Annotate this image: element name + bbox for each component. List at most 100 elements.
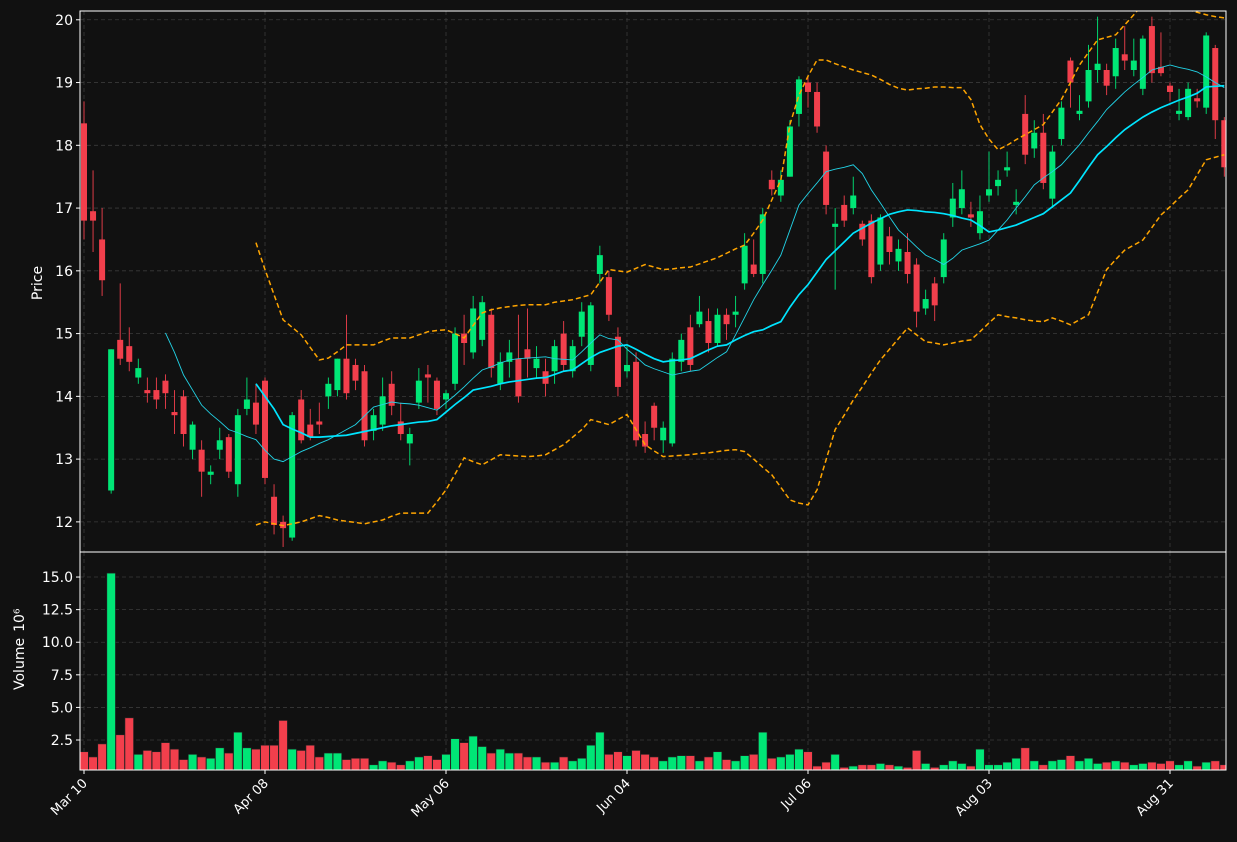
volume-bar (712, 751, 723, 770)
candle-body (488, 314, 495, 369)
candle-body (1194, 98, 1201, 102)
indicator-line (255, 153, 1225, 527)
candle-body (370, 415, 377, 431)
candle-body (1130, 60, 1137, 70)
candle-body (786, 126, 793, 177)
volume-bar (378, 760, 388, 770)
indicator-line (255, 84, 1225, 438)
volume-bar (368, 764, 379, 770)
volume-bar (649, 756, 659, 770)
volume-bar (414, 756, 424, 770)
y-tick-label: 15 (55, 327, 73, 343)
candle-body (1094, 63, 1101, 70)
candle-body (723, 314, 730, 325)
volume-bar (884, 764, 895, 770)
y-tick-label: 12 (55, 515, 73, 531)
volume-bar (215, 747, 225, 770)
candle-body (90, 211, 97, 221)
candle-body (741, 245, 748, 284)
volume-bar (939, 764, 949, 770)
volume-bar (468, 735, 478, 770)
volume-bar (206, 757, 216, 770)
candle-body (180, 396, 187, 435)
y-tick-label: 5.0 (51, 700, 73, 716)
candle-body (904, 252, 911, 274)
volume-bar (169, 748, 180, 770)
candle-body (696, 311, 703, 325)
candle-body (587, 305, 594, 365)
candle-body (714, 314, 721, 344)
volume-bar (812, 765, 822, 770)
candle-body (624, 364, 630, 372)
candle-body (1112, 48, 1119, 77)
volume-bar (251, 748, 261, 770)
volume-bar (178, 759, 189, 770)
candle-body (108, 349, 115, 491)
candle-body (859, 223, 866, 240)
y-tick-label: 17 (55, 201, 73, 217)
candle-body (406, 434, 413, 444)
volume-bar (477, 746, 487, 770)
candle-body (506, 352, 513, 362)
volume-bar (80, 751, 89, 770)
candle-body (1148, 26, 1155, 74)
candle-body (225, 437, 232, 472)
volume-bar (577, 757, 587, 770)
volume-bar (993, 764, 1003, 770)
candle-body (642, 434, 649, 447)
candle-body (895, 248, 902, 262)
candle-body (334, 358, 341, 391)
volume-bar (568, 760, 578, 770)
candle-body (153, 390, 160, 400)
candle-body (578, 311, 585, 337)
volume-bar (287, 748, 297, 770)
volume-bar (1074, 760, 1085, 770)
volume-scale: 10⁶ (12, 608, 28, 632)
candle-body (669, 358, 676, 444)
volume-bar (966, 765, 976, 770)
candle-body (1067, 60, 1074, 83)
candle-body (271, 496, 278, 526)
candle-body (940, 239, 947, 278)
candle-body (135, 368, 142, 378)
candle-body (216, 440, 223, 450)
candle-body (443, 393, 449, 400)
volume-bar (794, 748, 804, 770)
volume-bar (767, 757, 777, 770)
volume-bar (1065, 755, 1076, 770)
candle-body (424, 374, 431, 378)
candle-body (524, 349, 531, 359)
candle-body (415, 380, 422, 403)
price-axis-label: Price (30, 266, 46, 300)
y-tick-label: 19 (55, 76, 73, 92)
volume-bar (188, 754, 198, 770)
candle-body (1157, 66, 1164, 74)
candle-body (479, 302, 486, 340)
candle-body (660, 427, 667, 441)
volume-bar (631, 750, 641, 770)
volume-bar (151, 751, 162, 770)
volume-bar (586, 744, 596, 770)
volume-bar (504, 752, 514, 770)
volume-bar (305, 744, 315, 770)
volume-bar (1147, 761, 1157, 770)
volume-bar (224, 752, 234, 770)
volume-bar (432, 759, 442, 770)
candle-body (841, 204, 848, 221)
candle-body (995, 179, 1002, 187)
volume-bar (921, 763, 931, 770)
volume-bar (658, 760, 668, 770)
volume-bar (423, 755, 433, 770)
price-layer (81, 11, 1226, 547)
volume-bar (350, 757, 361, 770)
candle-body (81, 123, 87, 221)
volume-bar (1120, 761, 1130, 770)
candle-body (569, 346, 576, 372)
volume-bar (197, 756, 207, 770)
candle-body (307, 424, 314, 438)
volume-bar (1093, 763, 1103, 770)
candle-body (913, 264, 920, 312)
candle-body (497, 361, 504, 384)
volume-bar (396, 764, 406, 770)
candle-body (243, 399, 250, 409)
